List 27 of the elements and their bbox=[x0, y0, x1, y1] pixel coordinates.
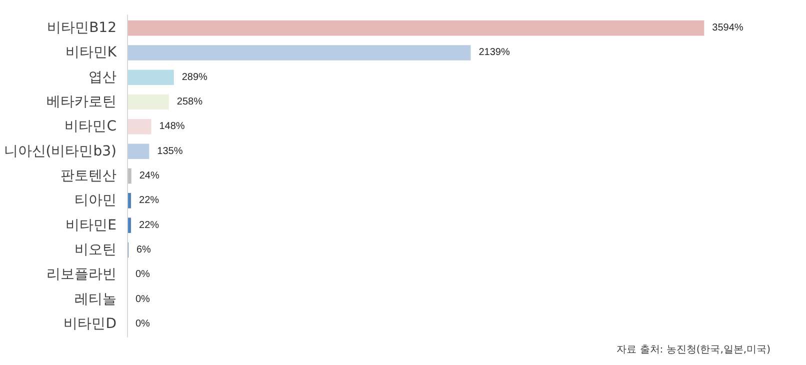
data-label: 0% bbox=[136, 269, 150, 280]
y-tick-label: 비타민C bbox=[64, 118, 117, 135]
y-tick-label: 비타민D bbox=[64, 316, 116, 332]
y-tick-label: 엽산 bbox=[88, 69, 116, 86]
y-tick-label: 비오틴 bbox=[74, 242, 116, 258]
data-label: 135% bbox=[157, 146, 183, 157]
data-label: 2139% bbox=[478, 47, 510, 58]
data-label: 22% bbox=[139, 220, 160, 231]
data-label: 22% bbox=[139, 195, 160, 206]
data-label: 6% bbox=[136, 244, 152, 256]
data-label: 148% bbox=[159, 121, 185, 132]
text: 자료 출처: 농진청(한국,일본,미국) bbox=[616, 344, 771, 356]
data-label: 24% bbox=[139, 170, 160, 182]
y-tick-label: 비타민K bbox=[65, 44, 118, 61]
data-label: 3594% bbox=[712, 22, 744, 34]
data-label: 0% bbox=[136, 294, 150, 305]
y-tick-label: 니아신(비타민b3) bbox=[4, 143, 116, 160]
y-tick-label: 비타민B12 bbox=[47, 20, 117, 36]
y-tick-label: 티아민 bbox=[74, 192, 116, 209]
data-label: 289% bbox=[182, 72, 208, 83]
y-tick-label: 리보플라빈 bbox=[46, 266, 116, 283]
y-tick-label: 레티놀 bbox=[74, 291, 116, 308]
y-tick-label: 비타민E bbox=[66, 217, 117, 234]
data-label: 0% bbox=[136, 318, 150, 330]
data-label: 258% bbox=[176, 96, 203, 108]
y-tick-label: 베타카로틴 bbox=[46, 94, 116, 110]
y-tick-label: 판토텐산 bbox=[60, 168, 116, 184]
